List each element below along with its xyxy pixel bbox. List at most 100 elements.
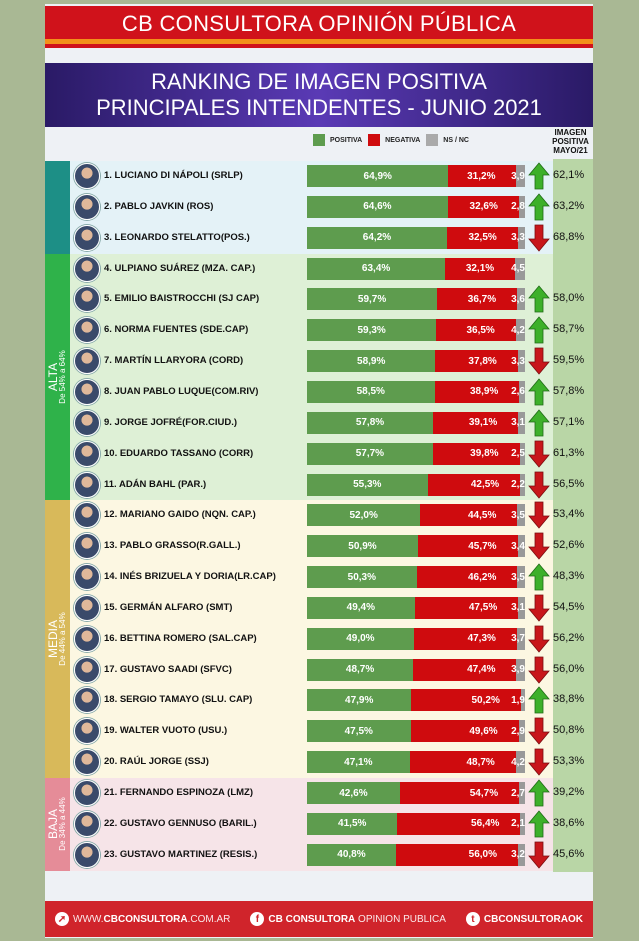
avatar bbox=[74, 348, 100, 375]
bar-nsnc: 2,1 bbox=[511, 812, 525, 835]
arrow-up-icon bbox=[528, 779, 550, 807]
legend-swatch-nsnc bbox=[426, 134, 439, 146]
label-nsnc: 3,5 bbox=[511, 509, 525, 521]
bar-negativa: 54,7% bbox=[399, 782, 520, 804]
bar-negativa: 38,9% bbox=[434, 380, 520, 403]
mayo-value: 57,1% bbox=[553, 415, 585, 428]
table-row: 7. MARTÍN LLARYORA (CORD) 58,9% 37,8% 3,3 59… bbox=[70, 347, 593, 375]
bar-positiva: 64,9% bbox=[307, 165, 449, 187]
footer-facebook[interactable]: f CB CONSULTORA OPINION PUBLICA bbox=[250, 912, 446, 926]
intendente-name: 7. MARTÍN LLARYORA (CORD) bbox=[104, 355, 244, 367]
footer-twitter[interactable]: t CBCONSULTORAOK bbox=[465, 912, 583, 926]
label-negativa: 36,5% bbox=[466, 324, 495, 336]
table-row: 14. INÉS BRIZUELA Y DORIA(LR.CAP) 50,3% 46… bbox=[70, 563, 593, 591]
twitter-icon: t bbox=[465, 912, 480, 926]
label-nsnc: 2,7 bbox=[511, 787, 525, 799]
label-negativa: 37,8% bbox=[468, 355, 497, 367]
bar-positiva: 40,8% bbox=[307, 843, 396, 866]
label-nsnc: 3,5 bbox=[511, 571, 525, 583]
footer-website[interactable]: ➚ WWW.CBCONSULTORA.COM.AR bbox=[55, 912, 230, 926]
table-row: 23. GUSTAVO MARTINEZ (RESIS.) 40,8% 56,0% 3… bbox=[70, 841, 593, 869]
intendente-name: 21. FERNANDO ESPINOZA (LMZ) bbox=[104, 787, 254, 798]
stacked-bar: 42,6% 54,7% 2,7 bbox=[307, 782, 525, 804]
table-row: 1. LUCIANO DI NÁPOLI (SRLP) 64,9% 31,2% 3,9… bbox=[70, 162, 593, 190]
table-row: 8. JUAN PABLO LUQUE(COM.RIV) 58,5% 38,9% 2,… bbox=[70, 378, 593, 406]
table-row: 5. EMILIO BAISTROCCHI (SJ CAP) 59,7% 36,7%… bbox=[70, 285, 593, 313]
stacked-bar: 58,9% 37,8% 3,3 bbox=[307, 350, 525, 373]
table-row: 20. RAÚL JORGE (SSJ) 47,1% 48,7% 4,2 53,3% bbox=[70, 748, 593, 776]
arrow-up-icon bbox=[528, 193, 550, 221]
bar-nsnc: 2,5 bbox=[511, 442, 525, 465]
bar-positiva: 50,9% bbox=[307, 535, 418, 558]
title-line-2: PRINCIPALES INTENDENTES - JUNIO 2021 bbox=[96, 95, 542, 120]
bar-positiva: 47,9% bbox=[307, 689, 412, 712]
label-negativa: 39,8% bbox=[470, 448, 499, 460]
avatar bbox=[74, 471, 100, 498]
arrow-down-icon bbox=[528, 347, 550, 375]
avatar bbox=[74, 780, 100, 806]
mayo-value: 45,6% bbox=[553, 847, 585, 860]
intendente-name: 5. EMILIO BAISTROCCHI (SJ CAP) bbox=[104, 293, 260, 305]
group-label-inner: ALTA De 54% a 64% bbox=[46, 350, 68, 404]
table-row: 10. EDUARDO TASSANO (CORR) 57,7% 39,8% 2,5 6… bbox=[70, 440, 593, 468]
legend-negativa: NEGATIVA bbox=[385, 136, 421, 144]
bar-negativa: 50,2% bbox=[411, 689, 521, 712]
arrow-down-icon bbox=[528, 532, 550, 560]
mayo-value: 53,3% bbox=[553, 755, 585, 768]
arrow-down-icon bbox=[528, 594, 550, 622]
bar-nsnc: 3,1 bbox=[511, 596, 525, 619]
avatar bbox=[74, 687, 100, 714]
bar-nsnc: 2,8 bbox=[511, 195, 525, 218]
bar-nsnc: 4,5 bbox=[511, 257, 525, 280]
stacked-bar: 40,8% 56,0% 3,2 bbox=[307, 843, 525, 866]
avatar bbox=[74, 440, 100, 467]
arrow-up-icon bbox=[528, 378, 550, 406]
group-range: De 34% a 44% bbox=[57, 797, 67, 851]
group-label: ALTA De 54% a 64% bbox=[45, 254, 70, 501]
bar-negativa: 32,1% bbox=[445, 257, 516, 280]
web-bold: CBCONSULTORA bbox=[103, 913, 188, 925]
label-nsnc: 4,5 bbox=[511, 263, 525, 275]
bar-negativa: 42,5% bbox=[427, 473, 521, 496]
mayo-value: 56,2% bbox=[553, 631, 585, 644]
intendente-name: 4. ULPIANO SUÁREZ (MZA. CAP.) bbox=[104, 262, 256, 274]
stacked-bar: 59,7% 36,7% 3,6 bbox=[307, 288, 525, 311]
mayo-column-header: IMAGEN POSITIVA MAYO/21 bbox=[552, 128, 589, 155]
intendente-name: 19. WALTER VUOTO (USU.) bbox=[104, 725, 228, 737]
bar-nsnc: 1,9 bbox=[511, 689, 525, 712]
table-row: 9. JORGE JOFRÉ(FOR.CIUD.) 57,8% 39,1% 3,1 57… bbox=[70, 409, 593, 437]
avatar bbox=[74, 533, 100, 560]
label-nsnc: 3,7 bbox=[511, 633, 525, 645]
bar-positiva: 57,8% bbox=[307, 411, 433, 434]
group-name: MEDIA bbox=[45, 620, 60, 659]
arrow-down-icon bbox=[528, 224, 550, 252]
avatar bbox=[74, 841, 100, 868]
bar-negativa: 45,7% bbox=[417, 535, 518, 558]
bar-negativa: 47,5% bbox=[414, 596, 519, 619]
mayo-value: 58,7% bbox=[553, 323, 585, 336]
web-suffix: .COM.AR bbox=[187, 913, 231, 925]
arrow-down-icon bbox=[528, 748, 550, 776]
group-name: BAJA bbox=[45, 809, 60, 840]
avatar bbox=[74, 163, 100, 189]
arrow-up-icon bbox=[528, 285, 550, 313]
mayo-value: 39,2% bbox=[553, 786, 585, 798]
avatar bbox=[74, 378, 100, 405]
mayo-value: 53,4% bbox=[553, 508, 585, 521]
label-negativa: 36,7% bbox=[467, 293, 497, 305]
bar-positiva: 58,9% bbox=[307, 350, 436, 373]
intendente-name: 18. SERGIO TAMAYO (SLU. CAP) bbox=[104, 694, 253, 706]
legend-nsnc: NS / NC bbox=[443, 136, 469, 144]
infographic-panel: CB CONSULTORA OPINIÓN PÚBLICA RANKING DE… bbox=[45, 4, 593, 938]
label-nsnc: 3,2 bbox=[511, 849, 525, 861]
label-negativa: 32,6% bbox=[469, 201, 498, 213]
bar-positiva: 48,7% bbox=[307, 658, 414, 681]
avatar bbox=[74, 224, 100, 251]
orange-stripe bbox=[45, 39, 593, 44]
label-nsnc: 2,9 bbox=[511, 725, 525, 737]
mayo-value: 52,6% bbox=[553, 539, 585, 552]
group-range: De 54% a 64% bbox=[57, 350, 67, 404]
arrow-down-icon bbox=[528, 471, 550, 499]
label-negativa: 49,6% bbox=[469, 725, 498, 737]
bar-negativa: 47,3% bbox=[413, 627, 517, 650]
